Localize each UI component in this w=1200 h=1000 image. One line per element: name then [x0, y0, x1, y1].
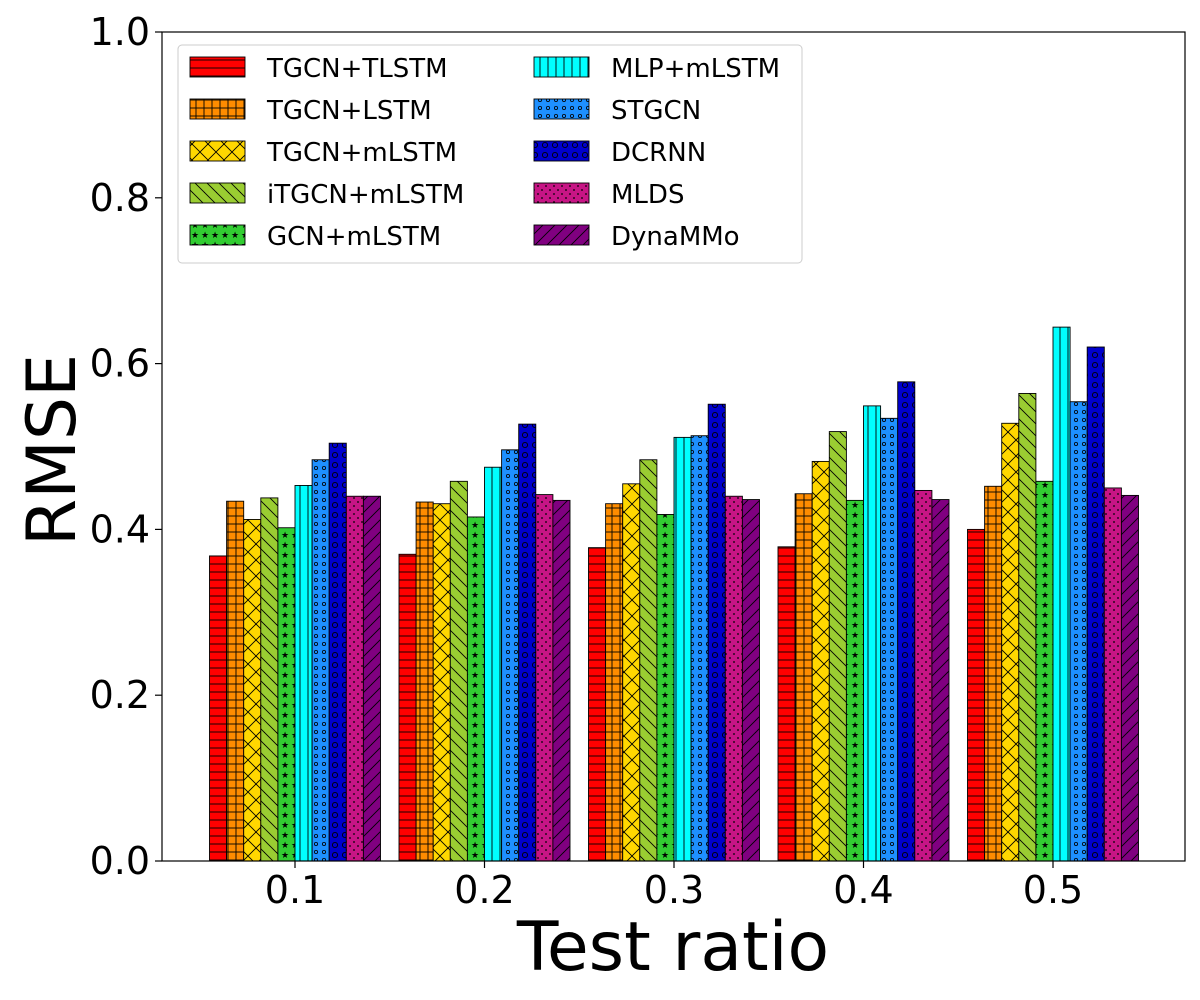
bar-gcn-mlstm-0.5	[1035, 480, 1054, 862]
bar-dynammo-0.5	[1120, 494, 1139, 862]
x-tick-label: 0.5	[1023, 868, 1083, 912]
bar-tgcn-mlstm-0.5	[1001, 422, 1020, 862]
bar-tgcn-tlstm-0.2	[398, 553, 417, 862]
bar-mlp-mlstm-0.4	[863, 405, 882, 862]
bar-gcn-mlstm-0.3	[656, 514, 675, 862]
legend-swatch	[533, 224, 590, 246]
bar-itgcn-mlstm-0.2	[449, 480, 468, 862]
bar-tgcn-mlstm-0.2	[432, 503, 451, 862]
bar-mlds-0.2	[535, 494, 554, 862]
bar-tgcn-mlstm-0.1	[243, 519, 262, 862]
y-tick-label: 1.0	[90, 10, 150, 54]
legend-label: GCN+mLSTM	[267, 222, 441, 252]
y-tick-label: 0.6	[90, 342, 150, 386]
bar-dynammo-0.1	[362, 495, 381, 862]
bar-gcn-mlstm-0.4	[845, 499, 864, 862]
legend-label: MLDS	[611, 180, 684, 210]
legend-swatch	[189, 56, 246, 78]
y-tick-label: 0.0	[90, 839, 150, 883]
bar-tgcn-lstm-0.2	[415, 501, 434, 862]
bar-stgcn-0.1	[311, 459, 330, 862]
legend-swatch	[189, 140, 246, 162]
legend-swatch	[533, 56, 590, 78]
bar-itgcn-mlstm-0.4	[828, 431, 847, 862]
bar-tgcn-mlstm-0.4	[811, 460, 830, 862]
bar-mlds-0.1	[345, 495, 364, 862]
bar-mlds-0.4	[914, 489, 933, 862]
bar-stgcn-0.3	[690, 435, 709, 862]
legend-box	[177, 44, 803, 264]
x-tick-label: 0.3	[644, 868, 704, 912]
y-axis-title: RMSE	[13, 354, 92, 546]
bar-tgcn-tlstm-0.3	[588, 547, 607, 862]
bar-gcn-mlstm-0.1	[277, 527, 296, 862]
bar-tgcn-lstm-0.4	[794, 493, 813, 862]
legend-label: STGCN	[611, 96, 701, 126]
bar-mlp-mlstm-0.1	[294, 485, 313, 862]
bar-mlp-mlstm-0.5	[1052, 326, 1071, 862]
x-tick-label: 0.4	[833, 868, 893, 912]
y-axis: 0.0 0.2 0.4 0.6 0.8 1.0	[90, 10, 162, 883]
bar-dynammo-0.2	[552, 499, 571, 862]
x-tick-label: 0.2	[454, 868, 514, 912]
bar-mlds-0.5	[1103, 487, 1122, 862]
bar-tgcn-lstm-0.3	[605, 503, 624, 862]
legend-swatch	[533, 140, 590, 162]
bar-stgcn-0.5	[1069, 401, 1088, 862]
bar-itgcn-mlstm-0.1	[260, 497, 279, 862]
bar-dcrnn-0.1	[328, 442, 347, 862]
bar-itgcn-mlstm-0.5	[1018, 392, 1037, 862]
legend-label: DCRNN	[611, 138, 706, 168]
bar-stgcn-0.4	[880, 417, 899, 862]
bar-mlp-mlstm-0.2	[484, 466, 503, 862]
y-tick-label: 0.4	[90, 507, 150, 551]
legend-swatch	[189, 182, 246, 204]
bar-dcrnn-0.3	[707, 403, 726, 862]
bar-gcn-mlstm-0.2	[466, 516, 485, 862]
legend-label: DynaMMo	[611, 222, 740, 252]
legend-label: iTGCN+mLSTM	[267, 180, 464, 210]
bar-dynammo-0.3	[741, 499, 760, 862]
y-tick-label: 0.2	[90, 673, 150, 717]
bar-mlds-0.3	[724, 495, 743, 862]
legend-label: TGCN+LSTM	[266, 96, 432, 126]
legend-swatch	[533, 182, 590, 204]
x-axis-title: Test ratio	[516, 908, 829, 987]
bar-tgcn-lstm-0.5	[984, 485, 1003, 862]
y-tick-label: 0.8	[90, 176, 150, 220]
legend-label: TGCN+TLSTM	[266, 54, 448, 84]
bar-stgcn-0.2	[501, 449, 520, 862]
bar-mlp-mlstm-0.3	[673, 436, 692, 862]
bar-tgcn-mlstm-0.3	[622, 483, 641, 862]
x-axis: 0.1 0.2 0.3 0.4 0.5	[265, 861, 1083, 912]
legend-swatch	[189, 224, 246, 246]
bar-dcrnn-0.5	[1086, 346, 1105, 862]
legend: TGCN+TLSTM TGCN+LSTM TGCN+mLSTM iTGCN+mLSTM…	[177, 44, 803, 264]
bar-dcrnn-0.4	[897, 381, 916, 862]
legend-swatch	[189, 98, 246, 120]
bar-itgcn-mlstm-0.3	[639, 459, 658, 862]
x-tick-label: 0.1	[265, 868, 325, 912]
bar-tgcn-tlstm-0.1	[209, 555, 228, 862]
bar-tgcn-tlstm-0.5	[967, 528, 986, 862]
legend-label: MLP+mLSTM	[611, 54, 780, 84]
legend-label: TGCN+mLSTM	[266, 138, 457, 168]
bar-dynammo-0.4	[931, 499, 950, 862]
legend-swatch	[533, 98, 590, 120]
bar-tgcn-tlstm-0.4	[777, 546, 796, 862]
bar-tgcn-lstm-0.1	[226, 500, 245, 862]
bar-dcrnn-0.2	[518, 423, 537, 862]
